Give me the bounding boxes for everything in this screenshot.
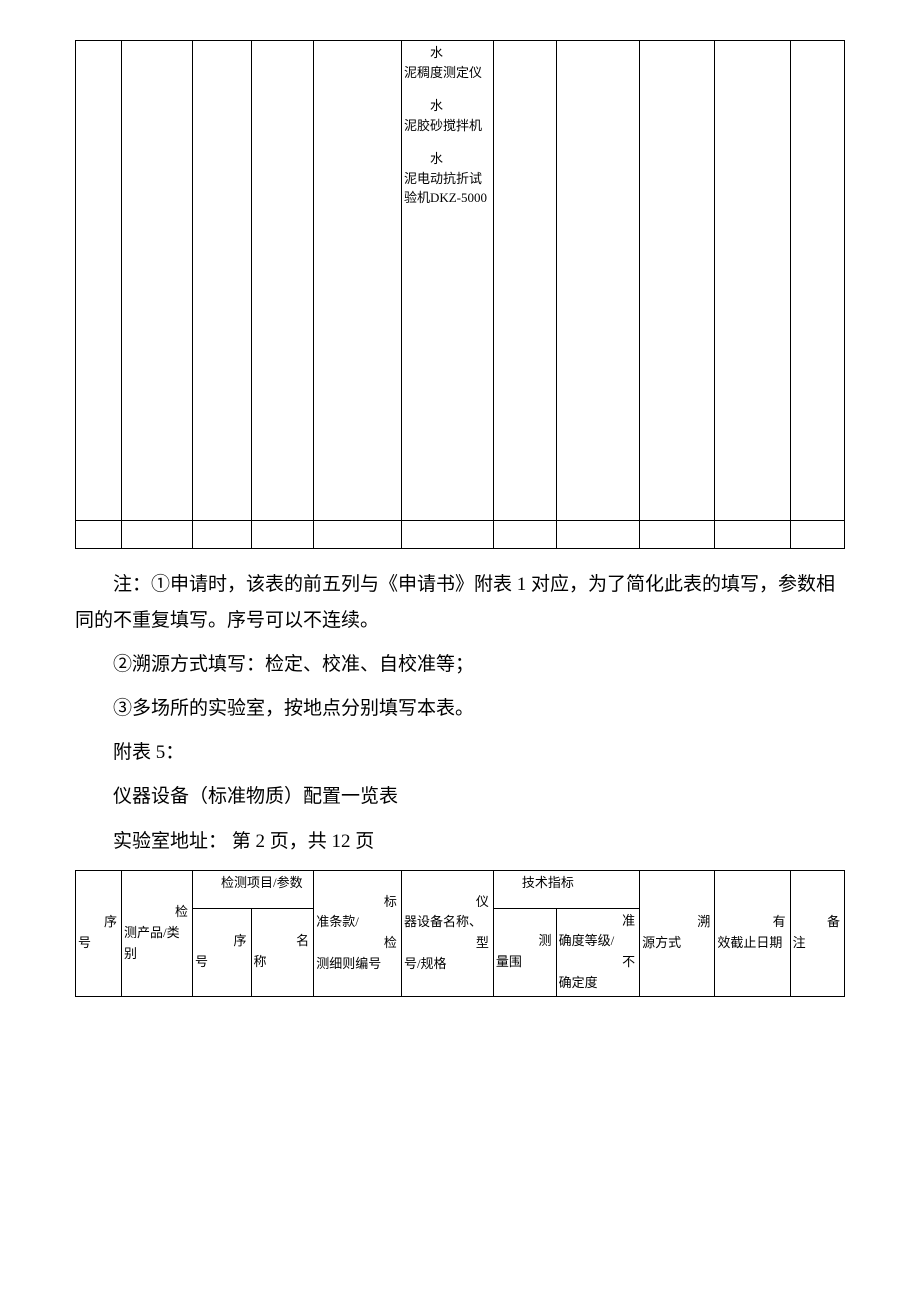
col-remark: 备 注 <box>790 870 844 996</box>
cell-empty <box>121 41 192 521</box>
cell-empty <box>790 521 844 549</box>
cell-empty <box>76 521 122 549</box>
note-3: ③多场所的实验室，按地点分别填写本表。 <box>75 691 845 727</box>
cell-empty <box>193 521 252 549</box>
equip-rest: 泥胶砂搅拌机 <box>404 118 482 133</box>
equip-prefix: 水 <box>430 45 443 60</box>
col-seq: 序 号 <box>76 870 122 996</box>
cell-empty <box>251 521 314 549</box>
equip-rest: 泥电动抗折试验机DKZ-5000 <box>404 171 487 206</box>
cell-empty <box>493 41 556 521</box>
cell-empty <box>121 521 192 549</box>
col-valid: 有 效截止日期 <box>715 870 790 996</box>
cell-empty <box>193 41 252 521</box>
bottom-header-table: 序 号 检 测产品/类别 检测项目/参数 标 准条款/ 检 测细则编号 仪 器设… <box>75 870 845 997</box>
note-1: 注：①申请时，该表的前五列与《申请书》附表 1 对应，为了简化此表的填写，参数相… <box>75 567 845 639</box>
note-2: ②溯源方式填写：检定、校准、自校准等； <box>75 647 845 683</box>
cell-empty <box>715 521 790 549</box>
equip-prefix: 水 <box>430 98 443 113</box>
table-title: 仪器设备（标准物质）配置一览表 <box>75 779 845 815</box>
cell-equipment-list: 水 泥稠度测定仪 水 泥胶砂搅拌机 水 泥电动抗折试验机DKZ-5000 <box>401 41 493 521</box>
cell-empty <box>556 521 640 549</box>
col-tech-group: 技术指标 <box>493 870 639 908</box>
cell-empty <box>556 41 640 521</box>
cell-empty <box>251 41 314 521</box>
equip-prefix: 水 <box>430 151 443 166</box>
top-partial-table: 水 泥稠度测定仪 水 泥胶砂搅拌机 水 泥电动抗折试验机DKZ-5000 <box>75 40 845 549</box>
cell-empty <box>401 521 493 549</box>
lab-address-pagination: 实验室地址： 第 2 页，共 12 页 <box>75 824 845 860</box>
col-instrument: 仪 器设备名称、 型 号/规格 <box>401 870 493 996</box>
col-param-seq: 序 号 <box>193 908 252 996</box>
col-trace: 溯 源方式 <box>640 870 715 996</box>
cell-empty <box>640 521 715 549</box>
appendix-label: 附表 5： <box>75 735 845 771</box>
cell-empty <box>76 41 122 521</box>
table-row: 水 泥稠度测定仪 水 泥胶砂搅拌机 水 泥电动抗折试验机DKZ-5000 <box>76 41 845 521</box>
cell-empty <box>314 41 402 521</box>
cell-empty <box>640 41 715 521</box>
cell-empty <box>493 521 556 549</box>
col-param-name: 名 称 <box>251 908 314 996</box>
col-range: 测 量围 <box>493 908 556 996</box>
equip-rest: 泥稠度测定仪 <box>404 65 482 80</box>
col-standard: 标 准条款/ 检 测细则编号 <box>314 870 402 996</box>
cell-empty <box>790 41 844 521</box>
col-product: 检 测产品/类别 <box>121 870 192 996</box>
col-param-group: 检测项目/参数 <box>193 870 314 908</box>
table-header-row: 序 号 检 测产品/类别 检测项目/参数 标 准条款/ 检 测细则编号 仪 器设… <box>76 870 845 908</box>
cell-empty <box>715 41 790 521</box>
table-row <box>76 521 845 549</box>
cell-empty <box>314 521 402 549</box>
col-accuracy: 准 确度等级/ 不 确定度 <box>556 908 640 996</box>
